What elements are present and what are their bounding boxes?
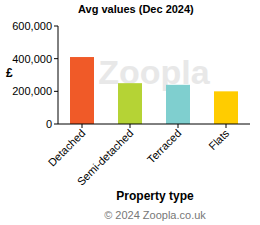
chart: Avg values (Dec 2024) Zoopla 0 200,000 400,0… [0,0,260,225]
x-tick [226,124,227,128]
chart-root: Avg values (Dec 2024) Zoopla 0 200,000 400,0… [0,0,260,225]
bar [214,91,238,124]
y-tick-label: 600,000 [12,20,52,32]
bar [118,83,142,124]
y-tick-label: 200,000 [12,85,52,97]
y-tick-label: 400,000 [12,53,52,65]
x-axis-label: Property type [116,189,194,203]
x-tick-label: Terraced [145,127,184,166]
y-tick [54,91,58,92]
title: Avg values (Dec 2024) [78,3,194,15]
y-axis-label: £ [6,66,13,80]
bar [70,57,94,124]
y-axis [58,26,59,124]
bars [70,57,238,124]
watermark: Zoopla [98,53,211,91]
x-tick [178,124,179,128]
bar [166,85,190,124]
x-tick-label: Flats [206,127,232,153]
footer: © 2024 Zoopla.co.uk [104,209,206,221]
y-tick [54,124,58,125]
y-tick [54,58,58,59]
y-tick-label: 0 [46,118,52,130]
x-tick [82,124,83,128]
x-axis [58,124,250,125]
x-tick [130,124,131,128]
y-tick [54,26,58,27]
x-tick-label: Detached [46,127,88,169]
x-tick-label: Semi-detached [75,127,136,188]
